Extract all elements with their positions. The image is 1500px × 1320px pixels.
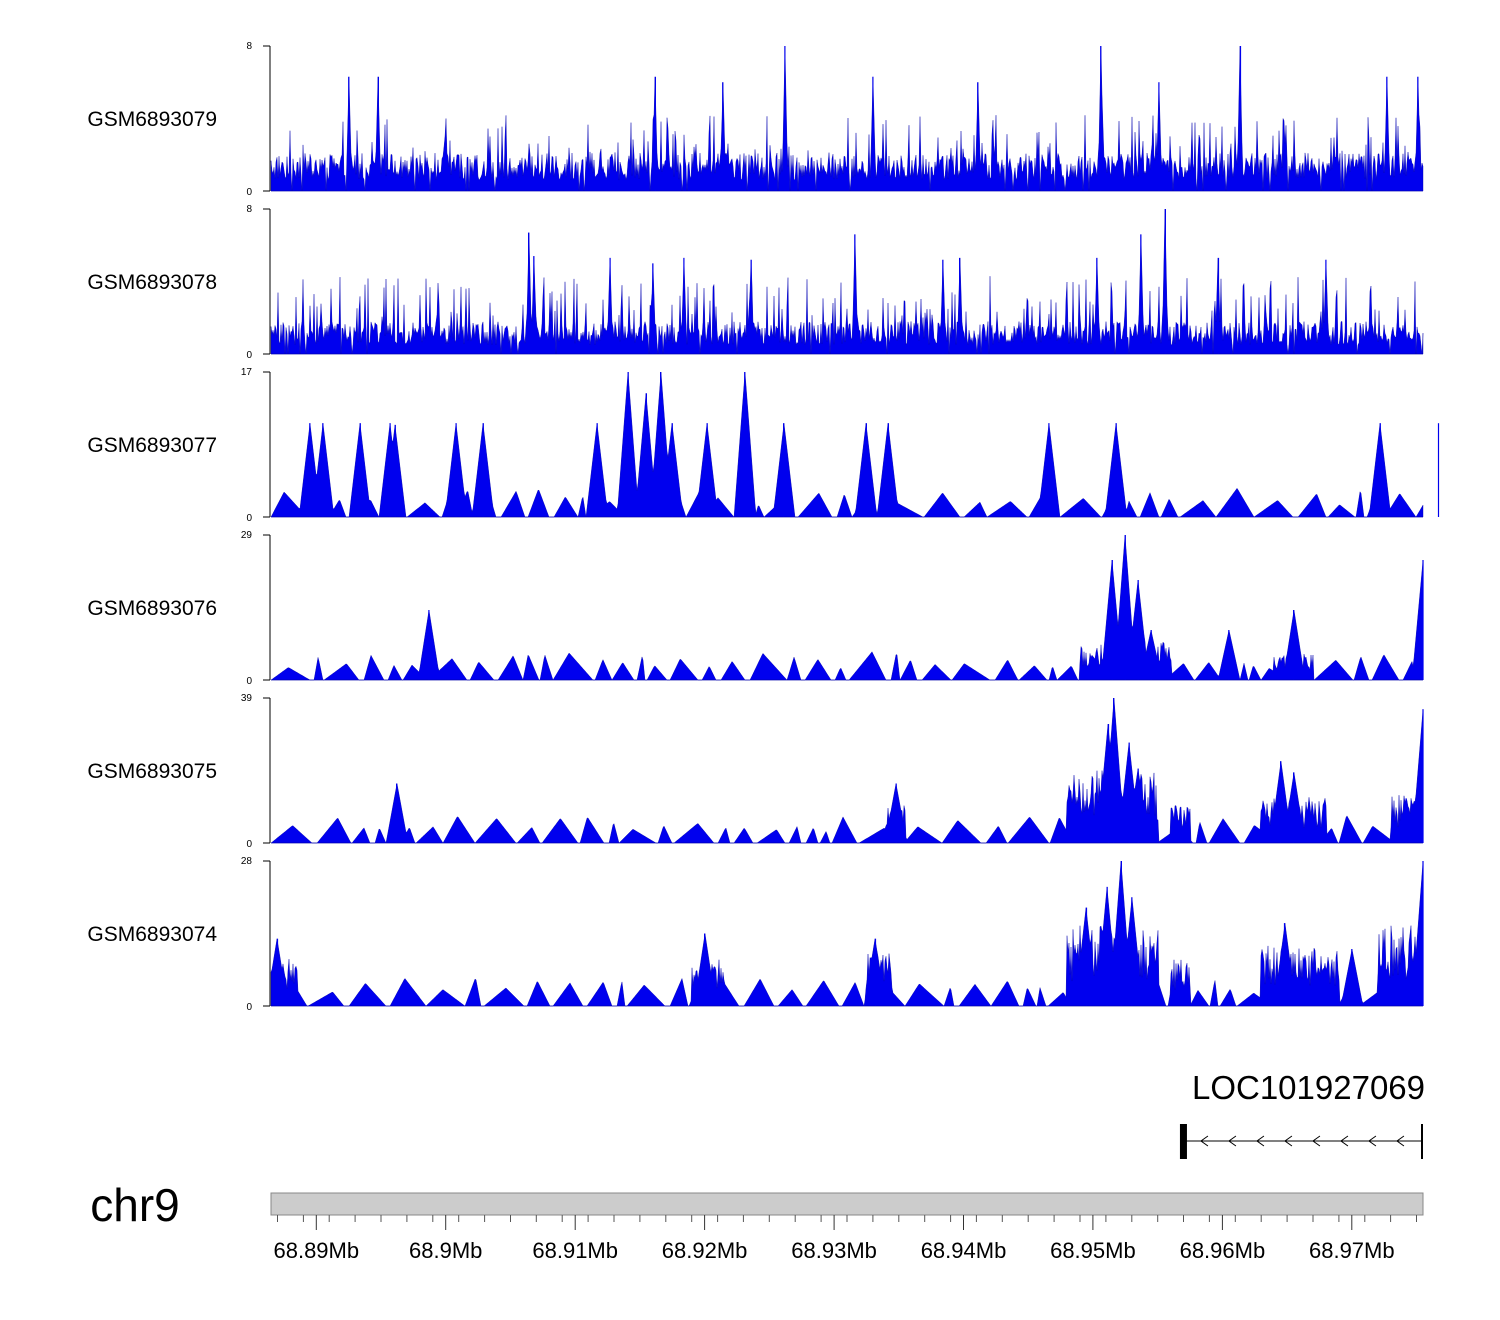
strand-arrow	[1312, 1135, 1321, 1147]
x-tick-label: 68.93Mb	[791, 1238, 877, 1263]
x-tick-label: 68.91Mb	[532, 1238, 618, 1263]
track-label: GSM6893075	[87, 760, 217, 783]
y-tick-label-max: 28	[241, 856, 253, 867]
coverage-area	[270, 534, 1424, 681]
strand-arrow	[1368, 1135, 1377, 1147]
track-label: GSM6893079	[87, 108, 217, 131]
chromosome-ideogram-bar	[270, 1192, 1424, 1216]
track-gsm6893075: GSM6893075 39 0	[87, 693, 1424, 850]
x-axis-ticks: 68.89Mb 68.9Mb 68.91Mb 68.92Mb 68.93Mb 68.94M…	[273, 1215, 1417, 1263]
track-label: GSM6893078	[87, 271, 217, 294]
strand-arrow	[1340, 1135, 1349, 1147]
track-label: GSM6893074	[87, 923, 217, 946]
coverage-area	[270, 860, 1424, 1007]
gene-exon	[1421, 1124, 1423, 1159]
track-label: GSM6893077	[87, 434, 217, 457]
track-gsm6893078: GSM6893078 8 0	[87, 204, 1424, 361]
gene-model	[1179, 1124, 1423, 1159]
strand-arrow	[1228, 1135, 1237, 1147]
y-tick-label-max: 8	[246, 204, 252, 215]
y-tick-label-min: 0	[246, 676, 252, 687]
x-tick-label: 68.9Mb	[409, 1238, 482, 1263]
gene-annotation: LOC101927069	[1179, 1069, 1425, 1159]
track-gsm6893079: GSM6893079 8 0	[87, 41, 1424, 198]
y-tick-label-min: 0	[246, 187, 252, 198]
coverage-area	[270, 371, 1424, 518]
y-tick-label-min: 0	[246, 513, 252, 524]
strand-arrow	[1200, 1135, 1209, 1147]
x-tick-label: 68.95Mb	[1050, 1238, 1136, 1263]
track-gsm6893076: GSM6893076 29 0	[87, 530, 1424, 687]
strand-arrow	[1396, 1135, 1405, 1147]
x-tick-label: 68.92Mb	[662, 1238, 748, 1263]
track-gsm6893074: GSM6893074 28 0	[87, 856, 1424, 1013]
y-tick-label-min: 0	[246, 839, 252, 850]
coverage-area	[270, 45, 1424, 192]
coverage-area	[270, 208, 1424, 355]
coverage-area	[270, 697, 1424, 844]
y-tick-label-min: 0	[246, 1002, 252, 1013]
y-tick-label-min: 0	[246, 350, 252, 361]
strand-arrow	[1284, 1135, 1293, 1147]
track-gsm6893077: GSM6893077 17 0	[87, 367, 1440, 524]
y-tick-label-max: 8	[246, 41, 252, 52]
coverage-tracks: GSM689307980GSM689307880GSM6893077170GSM…	[87, 41, 1440, 1013]
x-tick-label: 68.89Mb	[273, 1238, 359, 1263]
strand-arrow	[1256, 1135, 1265, 1147]
x-tick-label: 68.94Mb	[921, 1238, 1007, 1263]
track-label: GSM6893076	[87, 597, 217, 620]
x-tick-label: 68.96Mb	[1180, 1238, 1266, 1263]
genome-axis: chr9 68.89Mb 68.9Mb 68.91Mb 68.92Mb 68.93Mb 6…	[90, 1179, 1424, 1263]
x-tick-label: 68.97Mb	[1309, 1238, 1395, 1263]
gene-exon	[1179, 1124, 1187, 1159]
y-tick-label-max: 39	[241, 693, 253, 704]
y-tick-label-max: 29	[241, 530, 253, 541]
gene-label: LOC101927069	[1192, 1069, 1425, 1106]
y-tick-label-max: 17	[241, 367, 253, 378]
chromosome-label: chr9	[90, 1179, 179, 1231]
